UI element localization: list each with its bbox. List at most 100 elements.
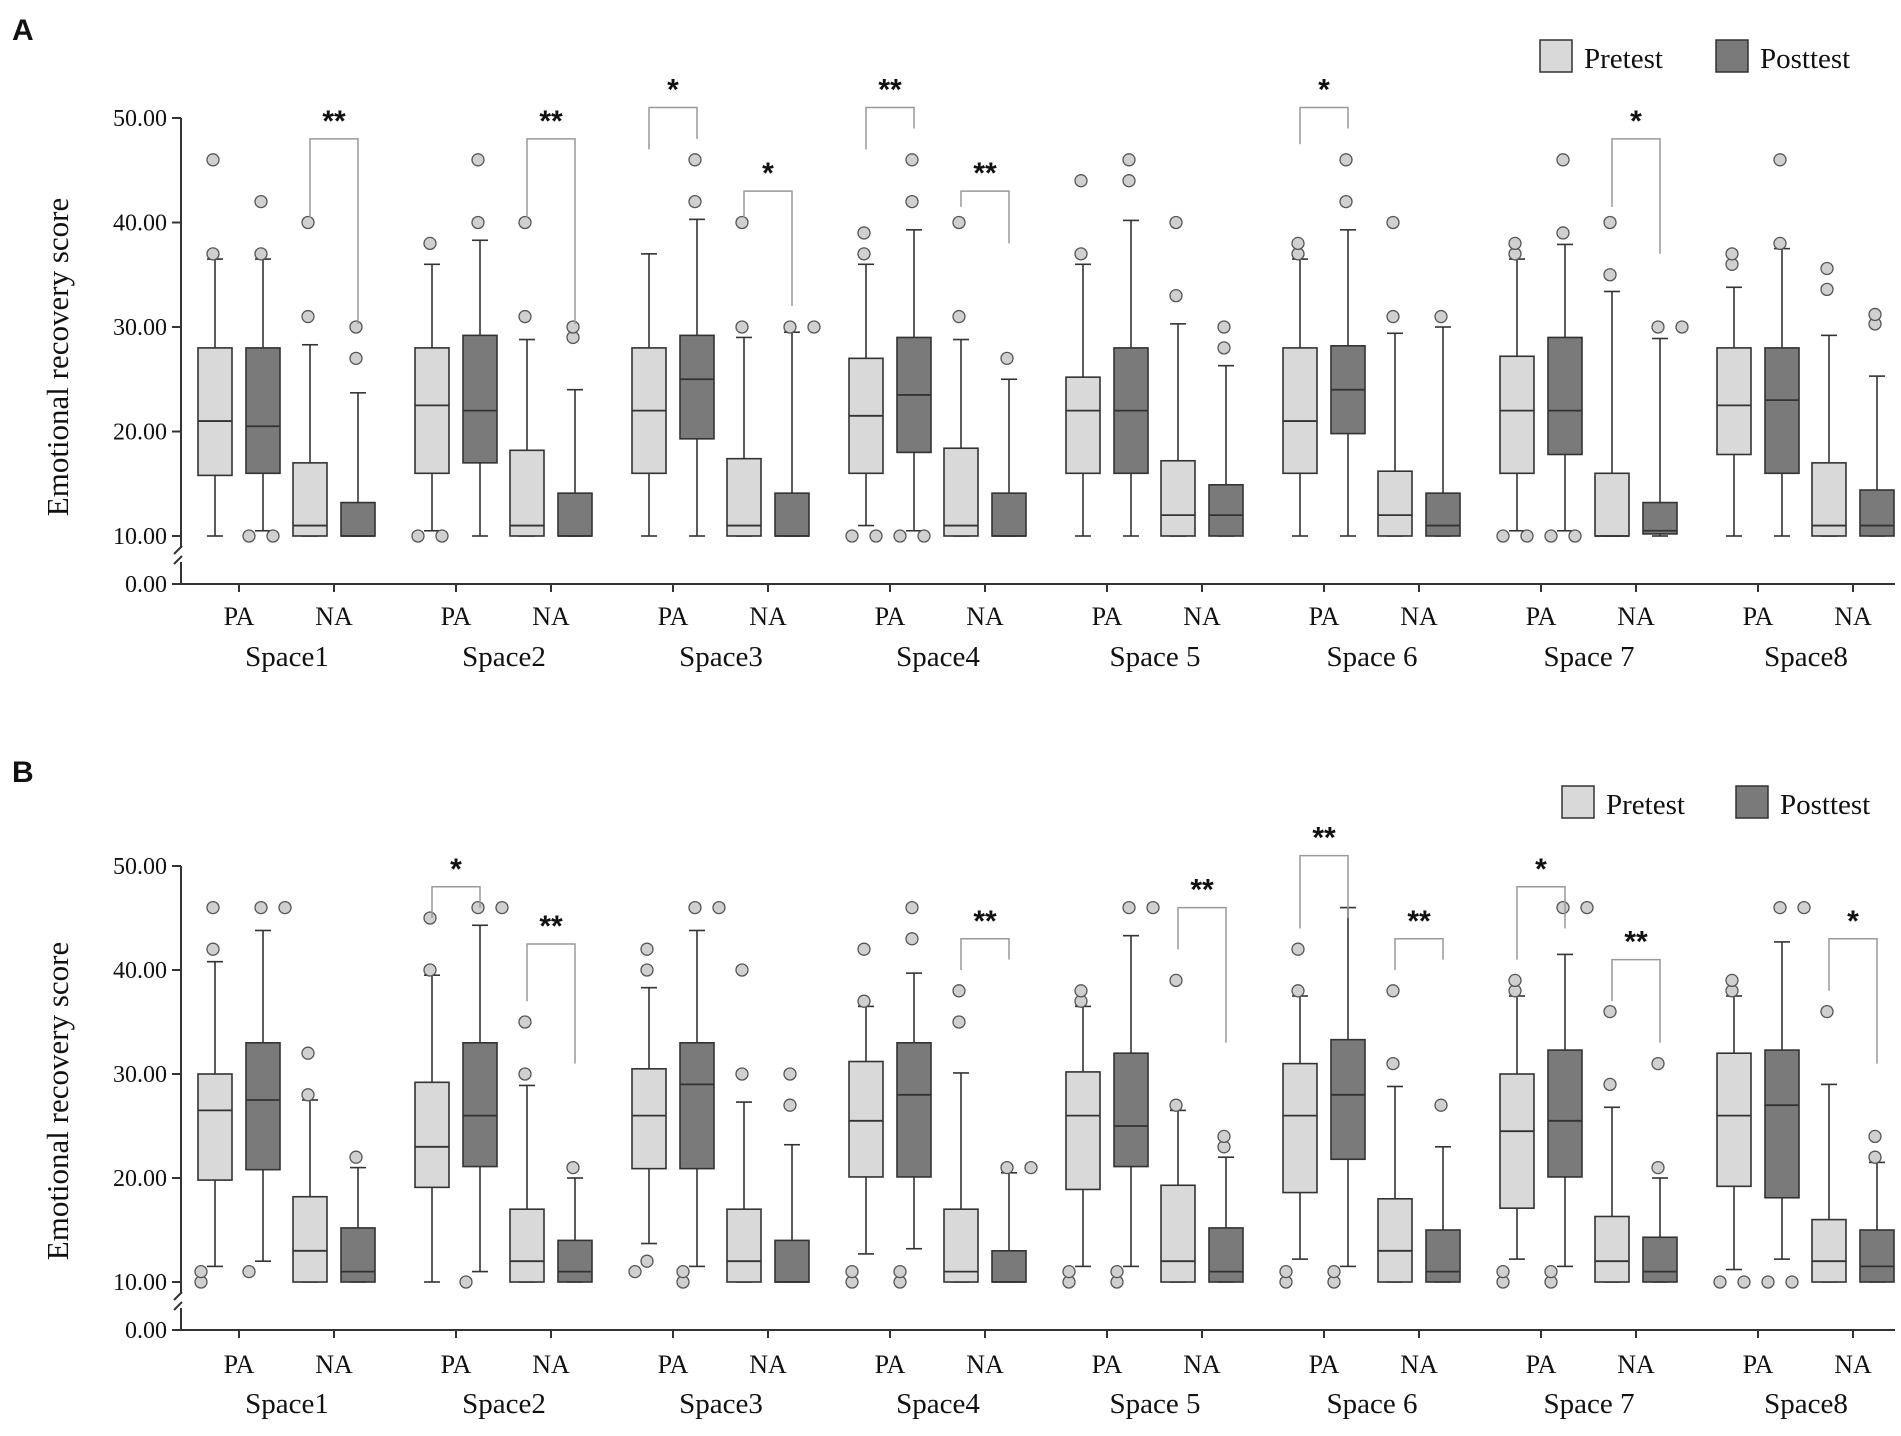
box-pa-posttest [462,153,498,537]
box-na-posttest [774,320,821,537]
outlier-point [254,194,268,209]
significance-label: * [1847,905,1859,938]
outlier-point [301,1088,315,1102]
outlier-point [1556,900,1570,915]
box-body [414,347,450,475]
box-body [1065,376,1101,475]
outlier-point [1785,1275,1799,1289]
group-label: Space 7 [1544,641,1635,673]
box-pa-posttest [459,900,509,1289]
y-tick-label: 0.00 [125,1318,167,1344]
outlier-point [1868,1129,1882,1144]
y-axis-title: Emotional recovery score [40,942,75,1260]
outlier-point [1000,351,1014,366]
box-na-pretest [726,215,762,537]
box-pa-posttest [1330,153,1366,537]
outlier-point [1773,236,1787,251]
outlier-point [783,1098,797,1112]
x-tick-label-na: NA [532,602,570,631]
outlier-point [435,529,449,543]
outlier-point [1580,900,1594,915]
outlier-point [893,529,907,543]
significance-bracket [865,106,915,150]
box-body [509,449,545,537]
outlier-point [1339,153,1353,167]
box-pa-pretest [631,253,667,537]
box-body [1065,1071,1101,1191]
outlier-point [1520,529,1534,543]
y-tick-label: 50.00 [113,106,167,132]
group-label: Space3 [679,1388,763,1420]
significance-bracket [1299,854,1349,929]
x-tick-label-pa: PA [1092,1350,1123,1379]
outlier-point [1434,309,1448,324]
outlier-point [423,963,437,977]
box-na-posttest [1425,1098,1461,1283]
box-body [414,1081,450,1189]
outlier-point [905,900,919,915]
significance-label: ** [973,157,997,190]
outlier-point [1496,1264,1510,1279]
x-tick-label-na: NA [966,602,1004,631]
legend-b: Pretest Posttest [1561,785,1870,821]
box-body [462,334,498,464]
box-body [726,457,762,537]
outlier-point [1146,900,1160,915]
box-pa-pretest [845,226,884,543]
box-pa-pretest [1716,247,1752,537]
outlier-point [1169,973,1183,988]
box-body [1330,1038,1366,1161]
significance-bracket [1611,958,1661,1043]
outlier-point [1169,215,1183,230]
outlier-point [1074,984,1088,998]
box-pa-pretest [1496,973,1535,1289]
y-tick-label: 40.00 [113,958,167,984]
significance-label: * [762,157,774,190]
outlier-point [1713,1275,1727,1289]
y-tick-label: 20.00 [113,1166,167,1192]
box-body [1377,470,1413,537]
box-body [245,1042,281,1171]
significance-label: * [667,74,679,107]
outlier-point [1169,1098,1183,1112]
outlier-point [194,1264,208,1279]
x-tick-label-pa: PA [1309,602,1340,631]
box-na-pretest [1160,215,1196,537]
group-label: Space 5 [1110,641,1201,673]
outlier-point [1725,247,1739,261]
significance-bracket [960,190,1010,244]
outlier-point [735,1067,749,1081]
outlier-point [688,900,702,915]
box-body [1764,1049,1800,1199]
outlier-point [640,1254,654,1268]
outlier-point [206,153,220,167]
box-na-posttest [557,1160,593,1283]
box-body [774,492,810,537]
panel-label-a: A [12,14,34,47]
box-pa-pretest [411,236,450,543]
x-tick-label-na: NA [1834,1350,1872,1379]
outlier-point [1122,900,1136,915]
outlier-point [242,529,256,543]
significance-bracket [526,943,576,1064]
outlier-point [712,900,726,915]
outlier-point [1773,153,1787,167]
box-body [197,1073,233,1181]
box-na-pretest [1377,984,1413,1283]
significance-bracket [1177,906,1227,1043]
box-pa-pretest [1713,973,1752,1289]
outlier-point [845,1264,859,1279]
outlier-point [471,215,485,230]
box-na-posttest [991,351,1027,537]
outlier-point [1556,226,1570,240]
y-tick-label: 50.00 [113,854,167,880]
outlier-point [1603,1077,1617,1092]
box-na-pretest [943,215,979,537]
legend-label-posttest: Posttest [1760,43,1850,75]
significance-label: ** [1624,926,1648,959]
outlier-point [783,320,797,334]
box-pa-posttest [1327,906,1366,1289]
group-label: Space4 [896,1388,980,1420]
outlier-point [845,529,859,543]
